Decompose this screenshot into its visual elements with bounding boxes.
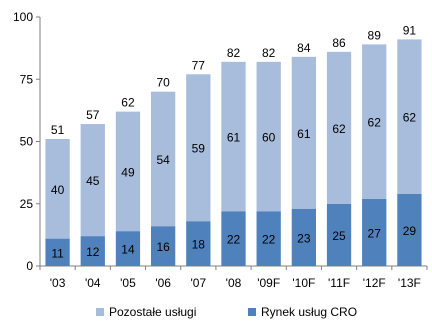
bar-segment-cro	[221, 211, 246, 266]
bar-segment-other	[80, 124, 105, 237]
data-label-other: 62	[403, 111, 417, 125]
data-label-other: 61	[297, 127, 311, 141]
data-label-total: 57	[86, 108, 100, 122]
x-tick-label: '10F	[292, 276, 315, 290]
chart-y-tick-labels: 0 25 50 75 100	[13, 10, 33, 273]
data-label-cro: 27	[368, 226, 382, 240]
x-tick-label: '13F	[398, 276, 421, 290]
data-label-cro: 22	[262, 233, 276, 247]
bar-segment-other	[186, 74, 211, 222]
bar-segment-cro	[362, 198, 387, 266]
data-label-total: 91	[403, 23, 417, 37]
bar-segment-cro	[150, 226, 176, 266]
bar-segment-cro	[291, 208, 317, 266]
y-tick-label: 50	[20, 135, 34, 149]
y-tick-label: 0	[26, 259, 33, 273]
data-label-other: 60	[262, 131, 276, 145]
data-label-other: 45	[86, 174, 100, 188]
x-tick-label: '04	[85, 276, 101, 290]
data-label-total: 62	[121, 96, 135, 110]
data-label-other: 61	[227, 131, 241, 145]
legend-label: Pozostałe usługi	[109, 305, 196, 319]
bar-segment-other	[256, 61, 281, 212]
data-label-cro: 12	[86, 245, 100, 259]
data-label-other: 59	[192, 142, 206, 156]
data-label-cro: 22	[227, 233, 241, 247]
data-label-total: 82	[227, 46, 241, 60]
chart-data-labels: 11 40 51 12 45 57 14 49 62 16 54 70 18 59 77 22 61 82 22 60…	[51, 23, 416, 260]
x-tick-label: '03	[50, 276, 66, 290]
bar-segment-other	[362, 44, 387, 199]
bar-segment-cro	[115, 231, 141, 266]
x-tick-label: '09F	[257, 276, 280, 290]
data-label-total: 70	[156, 76, 170, 90]
x-tick-label: '07	[190, 276, 206, 290]
data-label-other: 62	[368, 116, 382, 130]
chart-legend: Pozostałe usługi Rynek usług CRO	[96, 305, 357, 319]
bar-segment-cro	[45, 238, 70, 266]
bar-segment-other	[221, 61, 246, 212]
x-tick-label: '12F	[363, 276, 386, 290]
bar-segment-other	[291, 56, 317, 209]
y-tick-label: 75	[20, 72, 34, 86]
x-tick-label: '11F	[328, 276, 350, 290]
x-tick-label: '08	[226, 276, 242, 290]
data-label-total: 51	[51, 123, 65, 137]
legend-swatch	[248, 308, 256, 316]
chart-x-tick-labels: '03 '04 '05 '06 '07 '08 '09F '10F '11F '12F '13F	[50, 276, 421, 290]
data-label-other: 62	[332, 122, 346, 136]
data-label-cro: 23	[297, 231, 311, 245]
data-label-cro: 29	[403, 224, 417, 238]
x-tick-label: '06	[155, 276, 171, 290]
legend-swatch	[96, 308, 104, 316]
bar-segment-cro	[256, 211, 281, 266]
data-label-cro: 25	[332, 229, 346, 243]
y-tick-label: 100	[13, 10, 33, 24]
bar-segment-other	[115, 111, 141, 232]
bar-segment-other	[150, 91, 176, 227]
bar-segment-cro	[186, 221, 211, 266]
bar-segment-other	[397, 39, 422, 194]
data-label-total: 84	[297, 41, 311, 55]
chart-bars	[45, 39, 422, 266]
data-label-cro: 14	[121, 243, 135, 257]
data-label-total: 89	[368, 28, 382, 42]
data-label-total: 86	[332, 36, 346, 50]
data-label-cro: 11	[51, 246, 64, 260]
bar-segment-cro	[326, 203, 352, 266]
data-label-total: 82	[262, 46, 276, 60]
legend-label: Rynek usług CRO	[261, 305, 357, 319]
data-label-cro: 18	[192, 238, 206, 252]
data-label-other: 40	[51, 183, 65, 197]
data-label-total: 77	[192, 58, 206, 72]
data-label-other: 49	[121, 165, 135, 179]
bar-segment-other	[45, 139, 70, 239]
bar-segment-other	[326, 51, 352, 204]
bar-segment-cro	[80, 236, 105, 266]
data-label-cro: 16	[156, 240, 170, 254]
data-label-other: 54	[156, 153, 170, 167]
bar-segment-cro	[397, 193, 422, 266]
y-tick-label: 25	[20, 197, 34, 211]
x-tick-label: '05	[120, 276, 136, 290]
